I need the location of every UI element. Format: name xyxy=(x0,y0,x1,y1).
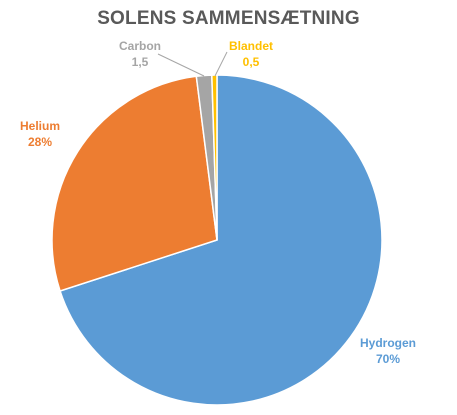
pie-slice-hydrogen xyxy=(59,74,383,406)
pie-slice-blandet xyxy=(211,74,218,241)
slice-label-blandet: Blandet xyxy=(229,39,273,53)
slice-value-hydrogen: 70% xyxy=(376,352,400,366)
slice-label-hydrogen: Hydrogen xyxy=(360,336,416,350)
leader-line-carbon xyxy=(157,53,205,77)
slice-value-blandet: 0,5 xyxy=(243,55,260,69)
chart-title: SOLENS SAMMENSÆTNING xyxy=(97,8,360,29)
leader-line-blandet xyxy=(214,51,228,77)
slice-value-helium: 28% xyxy=(28,135,52,149)
pie-slice-helium xyxy=(51,75,218,292)
slice-value-carbon: 1,5 xyxy=(132,55,149,69)
slice-label-helium: Helium xyxy=(20,119,60,133)
slice-label-carbon: Carbon xyxy=(119,39,161,53)
